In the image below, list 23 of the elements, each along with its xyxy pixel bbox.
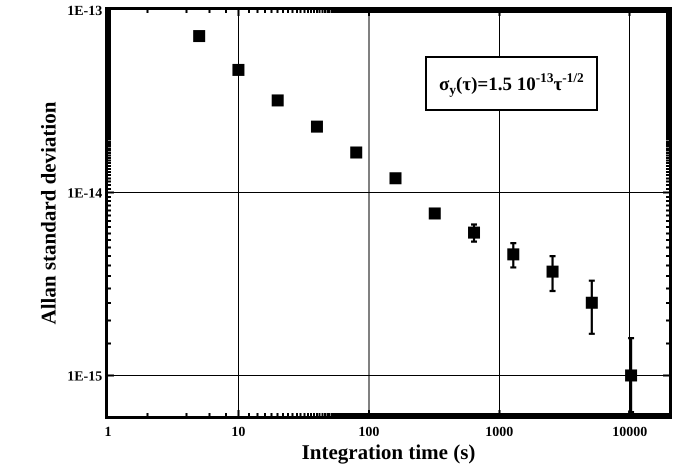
y-tick-label: 1E-14 [67, 186, 102, 202]
y-axis-title: Allan standard deviation [36, 101, 60, 324]
point [232, 64, 244, 76]
x-axis-title: Integration time (s) [302, 440, 476, 464]
point [507, 248, 520, 260]
point [468, 226, 480, 239]
x-tick-label: 1000 [485, 424, 514, 440]
point [546, 266, 559, 278]
y-tick-label: 1E-15 [67, 369, 102, 384]
point [310, 120, 323, 133]
point [586, 296, 598, 309]
x-tick-label: 10000 [612, 424, 648, 440]
point [625, 369, 638, 382]
x-tick-label: 1 [104, 424, 112, 440]
point [350, 146, 362, 159]
annotation: σ$_{y}$(τ)=1.5 10$^{-13}$τ$^{-1/2}$ [439, 70, 584, 97]
y-tick-label: 1E-13 [67, 4, 102, 19]
point [272, 94, 284, 106]
point [389, 172, 402, 184]
x-tick-label: 100 [358, 424, 380, 440]
point [193, 30, 206, 42]
x-tick-label: 10 [231, 424, 246, 440]
point [428, 207, 441, 220]
